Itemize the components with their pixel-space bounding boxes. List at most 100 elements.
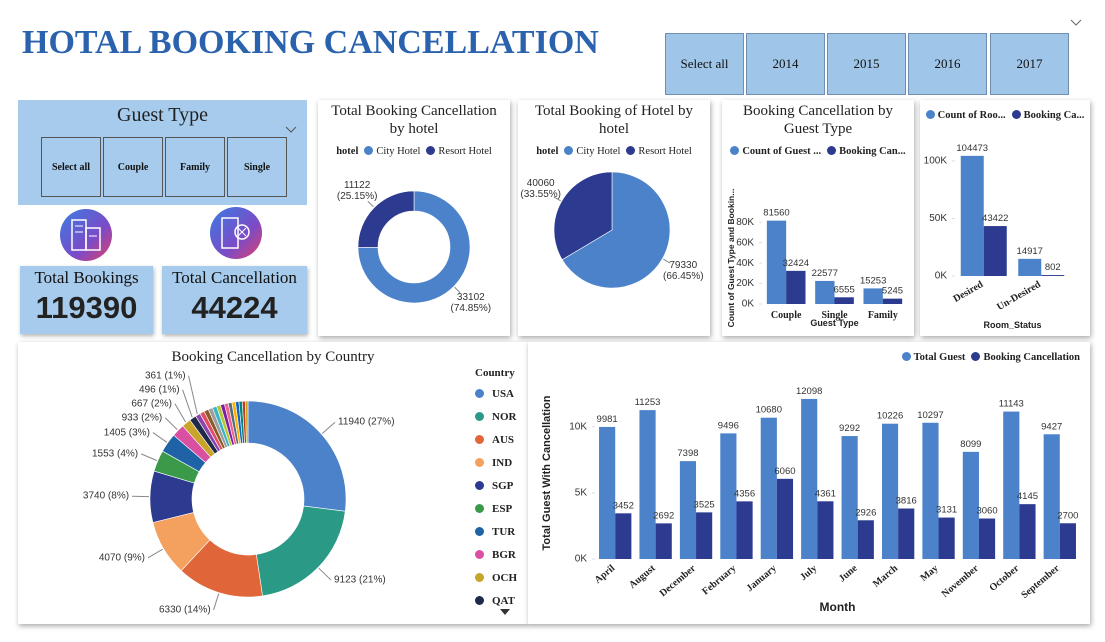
legend: Count of Roo... Booking Ca...: [920, 110, 1090, 121]
legend: hotel City Hotel Resort Hotel: [518, 146, 710, 157]
bar: [881, 423, 899, 559]
legend-item: Total Guest: [901, 352, 966, 363]
year-button[interactable]: 2015: [827, 33, 906, 95]
legend: hotel City Hotel Resort Hotel: [318, 146, 510, 157]
x-tick-label: July: [798, 563, 819, 583]
dropdown-chevron[interactable]: [1069, 18, 1083, 28]
legend-label: BGR: [492, 548, 516, 561]
legend-label: Booking Cancellation: [983, 352, 1080, 363]
legend-item: Booking Ca...: [1011, 110, 1084, 121]
guest-button[interactable]: Family: [165, 137, 225, 197]
y-axis-title: Total Guest With Cancellation: [541, 395, 553, 550]
data-label: 3060: [976, 506, 997, 517]
legend-swatch: [564, 146, 574, 155]
bar: [1003, 411, 1020, 559]
bar: [938, 517, 955, 559]
chart-title: Booking Cancellation by Guest Type: [743, 103, 893, 137]
data-label: 14917: [1017, 246, 1043, 257]
legend-label: SGP: [492, 479, 514, 492]
y-tick-label: 20K: [736, 278, 754, 289]
data-label: 11253: [635, 397, 661, 408]
legend-item: Booking Cancellation: [971, 352, 1080, 363]
y-tick-label: 50K: [929, 213, 947, 224]
year-button[interactable]: 2016: [908, 33, 987, 95]
data-label: 10680: [756, 405, 782, 416]
guest-slicer: Guest Type Select all Couple Family Sing…: [18, 100, 307, 205]
leader-line: [663, 258, 671, 264]
data-label: 9427: [1041, 421, 1062, 432]
legend-label: QAT: [492, 594, 516, 607]
legend-scroll-arrow[interactable]: [499, 607, 511, 617]
data-label: 6330 (14%): [158, 604, 211, 616]
x-tick-label: September: [1019, 563, 1062, 601]
legend-label: OCH: [492, 571, 518, 584]
bar: [1059, 523, 1076, 559]
legend-swatch: [426, 146, 436, 155]
legend-swatch: [475, 435, 484, 444]
data-label: 9292: [839, 423, 860, 434]
pie-slice: [357, 190, 415, 248]
chart-plot: 0K 20K 40K 60K 80K 81560 32424 Couple 22577 6555 S…: [726, 189, 903, 328]
data-label: 2692: [653, 510, 674, 521]
legend-swatch: [475, 596, 484, 605]
legend-label: Total Guest: [913, 352, 966, 363]
kpi-icons: [60, 207, 262, 261]
bar: [696, 512, 713, 559]
data-label: 6060: [774, 466, 795, 477]
pie-slice: [247, 400, 347, 512]
leader-line: [147, 548, 163, 559]
y-tick-label: 5K: [575, 487, 588, 498]
legend-label: USA: [492, 387, 515, 400]
x-tick-label: August: [627, 562, 658, 591]
year-button[interactable]: Select all: [665, 33, 744, 95]
x-axis-title: Guest Type: [810, 318, 858, 328]
chart-panel: Total Booking of Hotel by hotel hotel City…: [518, 100, 710, 336]
year-button[interactable]: 2017: [990, 33, 1069, 95]
legend-item: QAT: [475, 589, 517, 612]
y-tick-label: 0K: [935, 271, 948, 282]
data-label: 10297: [917, 410, 943, 421]
legend-swatch: [475, 481, 484, 490]
chart-panel: 0K 50K 100K 104473 43422 Desired 14917 802 Un-De…: [920, 100, 1090, 336]
guest-button[interactable]: Single: [227, 137, 287, 197]
x-axis-title: Room_Status: [983, 320, 1041, 330]
bar: [766, 220, 787, 304]
leader-line: [182, 389, 193, 418]
legend-swatch: [475, 504, 484, 513]
chart-plot: 0K 50K 100K 104473 43422 Desired 14917802Un-De…: [924, 143, 1065, 330]
data-label: 40060 (33.55%): [520, 178, 561, 201]
data-label: 3525: [694, 499, 715, 510]
x-tick-label: Couple: [771, 310, 802, 321]
bar: [857, 520, 874, 559]
bar: [841, 436, 858, 559]
data-label: 3740 (8%): [82, 490, 130, 502]
data-label: 11143: [999, 399, 1024, 410]
x-tick-label: October: [987, 563, 1021, 594]
bar: [834, 297, 854, 304]
bar: [817, 501, 834, 559]
legend-label: Count of Roo...: [937, 110, 1006, 121]
data-label: 667 (2%): [131, 398, 172, 410]
data-label: 1553 (4%): [92, 448, 139, 460]
y-tick-label: 80K: [736, 217, 754, 228]
data-label: 9981: [597, 414, 618, 425]
data-label: 11940 (27%): [338, 416, 395, 428]
legend-swatch: [1011, 110, 1021, 119]
data-label: 3816: [896, 496, 917, 507]
year-button[interactable]: 2014: [746, 33, 825, 95]
legend-item: OCH: [475, 566, 517, 589]
pie-slice: [561, 171, 671, 289]
legend-item: ESP: [475, 497, 517, 520]
data-label: 361 (1%): [144, 370, 186, 382]
chart-panel: 0K 20K 40K 60K 80K 81560 32424 Couple 22577 6555 S…: [722, 100, 914, 336]
guest-button[interactable]: Couple: [103, 137, 163, 197]
bar: [1018, 258, 1042, 276]
legend-swatch: [475, 550, 484, 559]
legend-label: Booking Can...: [839, 146, 906, 157]
guest-button[interactable]: Select all: [41, 137, 101, 197]
data-label: 10226: [877, 411, 903, 422]
legend-item: Booking Can...: [827, 146, 906, 157]
dropdown-chevron[interactable]: [284, 125, 298, 135]
legend-item: USA: [475, 382, 517, 405]
slicer-title: Guest Type: [117, 104, 208, 126]
